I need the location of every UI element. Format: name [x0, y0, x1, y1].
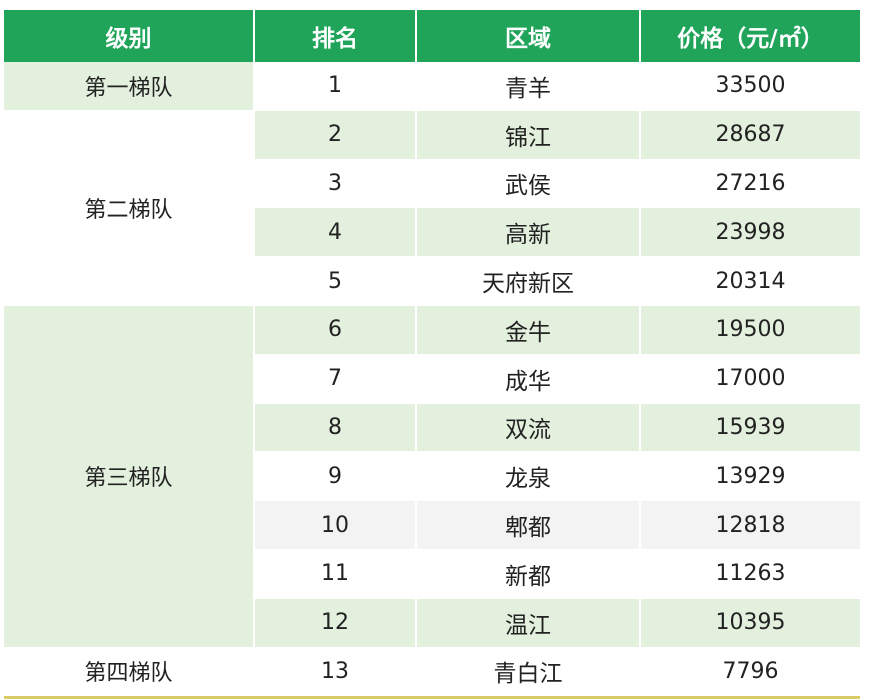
area-cell: 武侯	[416, 159, 641, 209]
area-cell: 成华	[416, 354, 641, 404]
price-cell: 19500	[640, 305, 860, 355]
table-row: 第四梯队 13 青白江 7796	[4, 647, 860, 697]
table-row: 第一梯队 1 青羊 33500	[4, 62, 860, 111]
area-cell: 龙泉	[416, 451, 641, 502]
price-cell: 12818	[640, 500, 860, 550]
rank-cell: 5	[254, 256, 417, 306]
rank-cell: 12	[254, 598, 417, 648]
rank-cell: 8	[254, 403, 417, 453]
price-cell: 17000	[640, 354, 860, 404]
price-ranking-table-container: 级别 排名 区域 价格（元/㎡） 第一梯队 1 青羊 33500 第二梯队 2 …	[4, 10, 860, 699]
price-cell: 15939	[640, 403, 860, 453]
rank-cell: 13	[254, 647, 417, 697]
rank-cell: 7	[254, 354, 417, 404]
area-cell: 新都	[416, 549, 641, 599]
header-price: 价格（元/㎡）	[640, 10, 860, 62]
area-cell: 高新	[416, 207, 641, 258]
table-row: 7 成华 17000	[4, 354, 860, 404]
table-row: 第二梯队 2 锦江 28687	[4, 110, 860, 306]
area-cell: 青白江	[416, 647, 641, 697]
rank-cell: 11	[254, 549, 417, 599]
table-row: 4 高新 23998	[4, 207, 860, 258]
area-cell: 郫都	[416, 500, 641, 550]
price-cell: 28687	[640, 110, 860, 160]
header-tier: 级别	[4, 10, 255, 62]
table-row: 5 天府新区 20314	[4, 256, 860, 306]
price-cell: 27216	[640, 159, 860, 209]
table-row: 3 武侯 27216	[4, 159, 860, 209]
table-row: 10 郫都 12818	[4, 500, 860, 550]
price-cell: 20314	[640, 256, 860, 306]
price-cell: 7796	[640, 647, 860, 697]
area-cell: 温江	[416, 598, 641, 648]
area-cell: 锦江	[416, 110, 641, 160]
table-row: 8 双流 15939	[4, 403, 860, 453]
table-header-row: 级别 排名 区域 价格（元/㎡）	[4, 10, 860, 62]
price-ranking-table: 级别 排名 区域 价格（元/㎡） 第一梯队 1 青羊 33500 第二梯队 2 …	[4, 10, 860, 697]
price-cell: 13929	[640, 451, 860, 502]
table-row: 第三梯队 6 金牛 19500	[4, 305, 860, 648]
rank-cell: 1	[254, 62, 417, 111]
rank-cell: 9	[254, 451, 417, 502]
rank-cell: 2	[254, 110, 417, 160]
header-area: 区域	[416, 10, 641, 62]
price-cell: 23998	[640, 207, 860, 258]
area-cell: 天府新区	[416, 256, 641, 306]
area-cell: 双流	[416, 403, 641, 453]
rank-cell: 4	[254, 207, 417, 258]
tier-label: 第一梯队	[4, 62, 255, 111]
tier-label: 第四梯队	[4, 647, 255, 697]
table-row: 11 新都 11263	[4, 549, 860, 599]
price-cell: 11263	[640, 549, 860, 599]
rank-cell: 10	[254, 500, 417, 550]
table-row: 9 龙泉 13929	[4, 451, 860, 502]
rank-cell: 6	[254, 305, 417, 355]
table-row: 12 温江 10395	[4, 598, 860, 648]
price-cell: 33500	[640, 62, 860, 111]
rank-cell: 3	[254, 159, 417, 209]
header-rank: 排名	[254, 10, 417, 62]
area-cell: 金牛	[416, 305, 641, 355]
price-cell: 10395	[640, 598, 860, 648]
area-cell: 青羊	[416, 62, 641, 111]
tier-label: 第三梯队	[4, 305, 255, 648]
tier-label: 第二梯队	[4, 110, 255, 306]
